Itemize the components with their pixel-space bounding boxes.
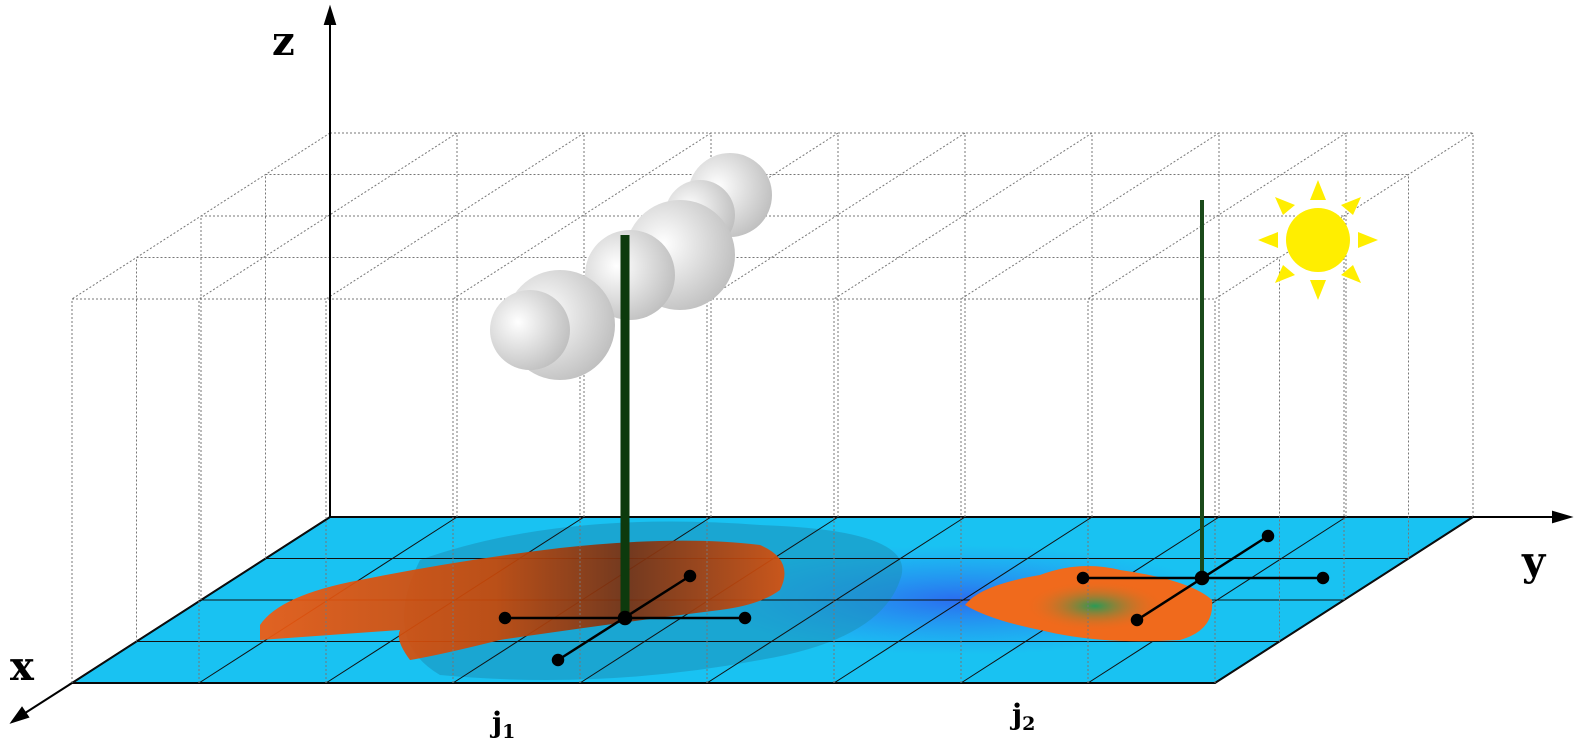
area-1: [260, 540, 785, 660]
x-label: x: [10, 643, 35, 690]
grid-line: [198, 132, 458, 300]
area-2-core: [1025, 581, 1165, 631]
grid-line: [1214, 132, 1474, 300]
axes: [9, 4, 1574, 724]
sun: [1258, 180, 1378, 300]
clouds: [490, 153, 772, 380]
y-label: y: [1521, 538, 1547, 585]
station-2-label: j2: [1009, 698, 1035, 735]
station-1-label: j1: [489, 706, 515, 743]
grid-line: [706, 132, 966, 300]
station-1-cross: [498, 569, 752, 667]
station-2-cross: [1076, 529, 1330, 627]
z-label: z: [272, 18, 295, 65]
